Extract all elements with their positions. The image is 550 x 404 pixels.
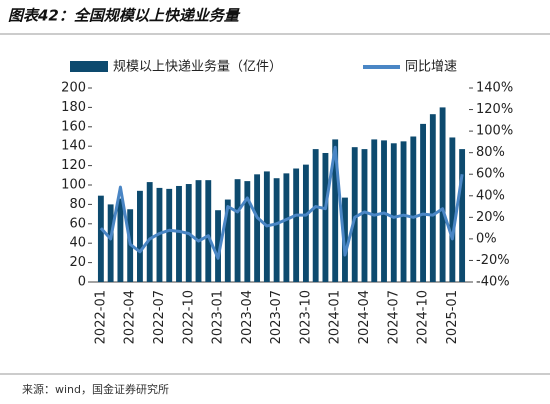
bar xyxy=(205,180,212,282)
x-tick-label: 2023-07 xyxy=(269,290,284,344)
bar xyxy=(410,136,417,282)
y-tick-label: 20 xyxy=(69,255,86,270)
x-tick-label: 2022-10 xyxy=(181,290,196,344)
y2-tick-label: 40% xyxy=(476,188,505,203)
bar xyxy=(381,140,387,282)
source: 来源：wind，国金证券研究所 xyxy=(22,382,169,396)
bar xyxy=(97,195,104,282)
bar xyxy=(302,164,309,282)
bar xyxy=(117,198,124,282)
bar xyxy=(332,139,339,282)
y2-tick-label: 100% xyxy=(476,124,513,139)
bar xyxy=(371,139,378,282)
bar xyxy=(224,199,231,282)
x-tick-label: 2022-07 xyxy=(152,290,167,344)
y-tick-label: 140 xyxy=(61,139,86,154)
y-tick-label: 80 xyxy=(69,197,86,212)
bar xyxy=(361,149,368,282)
bar xyxy=(244,181,251,282)
y2-tick-label: 0% xyxy=(476,231,497,246)
y2-tick-label: -40% xyxy=(476,275,510,290)
x-tick-label: 2024-07 xyxy=(386,290,401,344)
y2-tick-label: 120% xyxy=(476,102,513,117)
y-tick-label: 200 xyxy=(61,81,86,96)
bar xyxy=(176,185,182,282)
y-tick-label: 180 xyxy=(61,100,86,115)
x-tick-label: 2024-01 xyxy=(328,290,343,344)
line xyxy=(99,145,464,260)
bar xyxy=(215,210,221,282)
bar xyxy=(273,178,280,282)
bar xyxy=(459,149,466,282)
legend-swatch xyxy=(70,61,108,72)
y2-tick-label: 20% xyxy=(476,210,505,225)
bar xyxy=(420,123,426,282)
chart-title: 图表42：全国规模以上快递业务量 xyxy=(8,7,241,25)
bar xyxy=(107,204,114,282)
y2-tick-label: 140% xyxy=(476,81,513,96)
y2-tick-label: 60% xyxy=(476,167,505,182)
y-tick-label: 100 xyxy=(61,178,86,193)
bar xyxy=(390,143,397,282)
bar xyxy=(439,107,446,283)
bar xyxy=(166,188,173,282)
bar xyxy=(429,114,436,282)
legend-label: 规模以上快递业务量（亿件） xyxy=(113,59,282,75)
x-tick-label: 2023-04 xyxy=(240,290,255,344)
y-tick-label: 60 xyxy=(69,216,86,231)
y-tick-label: 160 xyxy=(61,119,86,134)
bar xyxy=(283,173,290,282)
bar xyxy=(293,168,300,282)
bar xyxy=(146,182,153,282)
bar xyxy=(137,190,143,282)
y-tick-label: 120 xyxy=(61,158,86,173)
y2-tick-label: 80% xyxy=(476,145,505,160)
bar xyxy=(400,141,407,282)
x-tick-label: 2023-01 xyxy=(211,290,226,344)
bar xyxy=(195,180,202,282)
bar xyxy=(449,137,456,282)
x-tick-label: 2023-10 xyxy=(298,290,313,344)
legend-label: 同比增速 xyxy=(405,60,457,75)
bar xyxy=(351,147,358,282)
y2-tick-label: -20% xyxy=(476,253,510,268)
bar xyxy=(254,174,261,282)
bar xyxy=(322,152,329,282)
x-tick-label: 2024-10 xyxy=(416,290,431,344)
x-tick-label: 2022-04 xyxy=(123,290,138,344)
x-tick-label: 2024-04 xyxy=(357,290,372,344)
bar xyxy=(312,149,319,282)
x-tick-label: 2025-01 xyxy=(445,290,460,344)
y-tick-label: 40 xyxy=(69,236,86,251)
bar xyxy=(234,179,241,282)
x-tick-label: 2022-01 xyxy=(93,290,108,344)
y-tick-label: 0 xyxy=(78,275,86,290)
